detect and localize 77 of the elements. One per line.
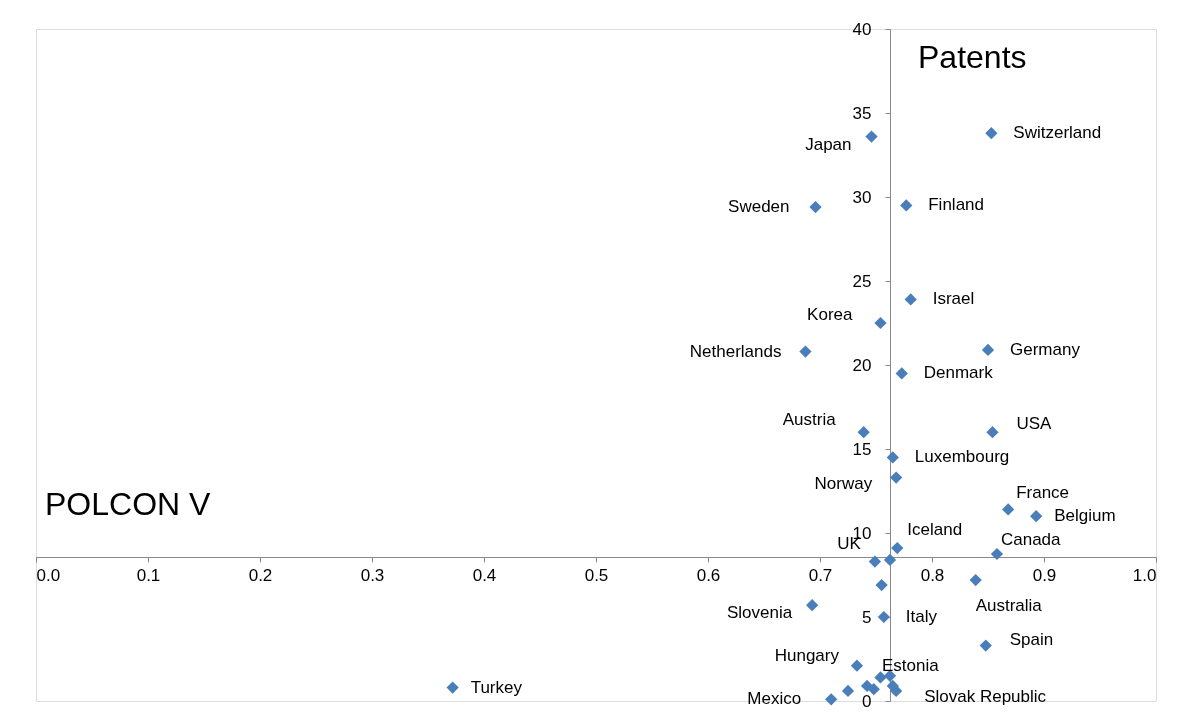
x-tick-label: 0.3: [360, 566, 385, 586]
point: [875, 578, 888, 592]
point: [799, 345, 812, 358]
x-tick-label: 0.0: [36, 566, 61, 586]
y-tick-label: 25: [852, 271, 872, 291]
x-tick-label: 0.5: [584, 566, 609, 586]
x-tick-label: 0.1: [136, 566, 161, 586]
annotation: Italy: [905, 607, 938, 626]
annotation: USA: [1016, 414, 1053, 434]
point: [886, 451, 899, 464]
annotation: Japan: [805, 134, 852, 154]
x-tick-label: 0.2: [248, 566, 273, 586]
point: [985, 127, 998, 140]
point: [857, 426, 870, 439]
annotation: Mexico: [747, 689, 802, 709]
y-tick-label: 20: [852, 355, 872, 375]
point: [981, 343, 995, 356]
point: [990, 547, 1004, 561]
annotation: Switzerland: [1013, 123, 1102, 143]
point: [979, 639, 992, 652]
annotation: Israel: [932, 289, 975, 309]
x-tick-label: 0.4: [472, 566, 497, 586]
point: [874, 316, 887, 330]
point: [1002, 503, 1015, 516]
x-tick-label: 0.8: [920, 566, 945, 586]
point: [900, 199, 913, 212]
annotation: Germany: [1010, 339, 1081, 359]
annotation: Slovak Republic: [924, 686, 1047, 706]
x-tick-label: 0.9: [1032, 566, 1057, 586]
point: [904, 293, 917, 306]
y-tick-label: 40: [852, 19, 872, 39]
annotation: Austria: [782, 410, 837, 430]
y-tick-label: 15: [852, 439, 872, 459]
point: [850, 659, 864, 672]
annotation: Finland: [928, 195, 985, 215]
y-tick-label: 0: [862, 691, 872, 711]
point: [809, 200, 822, 214]
y-tick-label: 5: [862, 607, 872, 627]
point: [877, 610, 890, 624]
y-tick-label: 30: [852, 187, 872, 207]
point: [883, 553, 897, 566]
annotation: Denmark: [923, 363, 994, 383]
annotation: Korea: [807, 305, 854, 324]
annotation: Norway: [814, 473, 873, 493]
annotation: France: [1016, 483, 1070, 503]
point: [891, 542, 904, 555]
annotation: Netherlands: [689, 341, 782, 361]
annotation: Spain: [1009, 629, 1054, 649]
y-axis-title: Patents: [918, 39, 1027, 75]
point: [969, 573, 982, 587]
point: [874, 671, 887, 684]
point: [986, 426, 999, 439]
point: [867, 683, 880, 696]
point: [868, 555, 881, 568]
point: [446, 681, 459, 694]
annotation: Luxembourg: [914, 447, 1010, 467]
point: [841, 684, 855, 698]
annotation: Slovenia: [726, 603, 793, 623]
point: [825, 693, 838, 706]
annotation: Turkey: [470, 677, 523, 697]
annotation: Australia: [975, 596, 1043, 616]
x-axis-title: POLCON V: [45, 486, 212, 522]
point: [890, 471, 903, 484]
point: [865, 130, 878, 143]
annotation: Canada: [1000, 530, 1062, 549]
y-tick-label: 35: [852, 103, 872, 123]
annotation: Hungary: [774, 645, 840, 665]
point: [1030, 510, 1043, 523]
annotation: Estonia: [882, 655, 940, 675]
annotation: Iceland: [907, 520, 963, 540]
point: [895, 367, 908, 380]
annotation: Sweden: [728, 197, 790, 217]
annotation: Belgium: [1054, 506, 1116, 526]
x-tick-label: 0.7: [808, 566, 833, 586]
x-tick-label: 0.6: [696, 566, 721, 586]
x-tick-label: 1.0: [1132, 566, 1157, 586]
point: [806, 599, 819, 612]
